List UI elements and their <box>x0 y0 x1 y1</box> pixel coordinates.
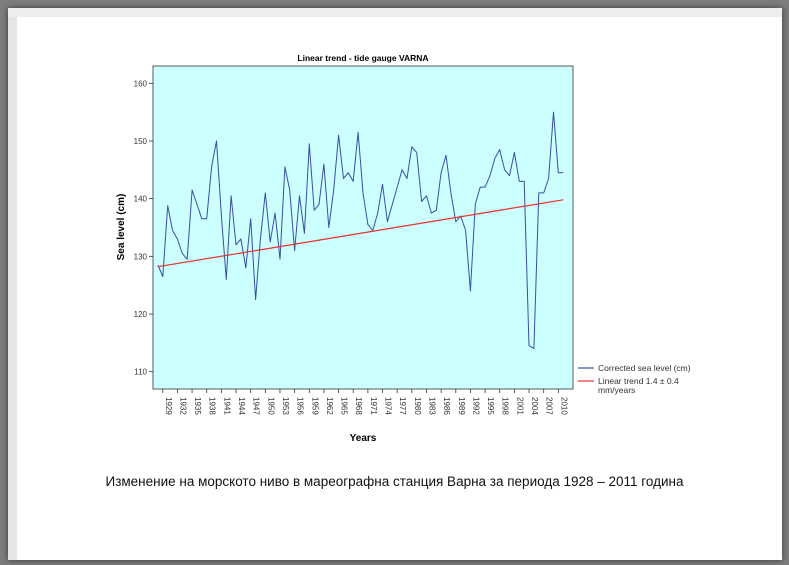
x-tick-label: 1944 <box>237 397 246 415</box>
series-layer <box>157 111 564 350</box>
x-tick-label: 1941 <box>222 397 231 415</box>
legend-label: Linear trend 1.4 ± 0.4 mm/years <box>598 376 679 395</box>
x-tick-label: 1932 <box>178 397 187 415</box>
legend: Corrected sea level (cm) Linear trend 1.4… <box>578 363 691 395</box>
y-axis-label: Sea level (cm) <box>116 194 127 261</box>
y-tick-label: 140 <box>134 195 148 204</box>
x-tick-label: 2004 <box>530 397 539 415</box>
chart-title: Linear trend - tide gauge VARNA <box>297 53 428 63</box>
x-tick-label: 1959 <box>310 397 319 415</box>
x-tick-label: 2010 <box>559 397 568 415</box>
y-tick-label: 120 <box>134 310 148 319</box>
sea-level-series-line <box>157 111 564 350</box>
x-tick-label: 1983 <box>427 397 436 415</box>
slide-left-bar <box>8 8 17 560</box>
x-tick-label: 1998 <box>501 397 510 415</box>
x-tick-label: 1995 <box>486 397 495 415</box>
x-tick-label: 2001 <box>515 397 524 415</box>
figure-caption: Изменение на морското ниво в мареографна… <box>105 474 684 489</box>
x-tick-label: 1929 <box>164 397 173 415</box>
x-axis: 1929 1932 1935 1938 1941 1944 1947 1950 1953 1956… <box>162 389 568 415</box>
y-tick-label: 160 <box>134 79 148 88</box>
x-tick-label: 1965 <box>340 397 349 415</box>
x-tick-label: 1953 <box>281 397 290 415</box>
x-axis-label: Years <box>350 433 377 444</box>
x-tick-label: 1950 <box>266 397 275 415</box>
trend-line <box>157 199 564 268</box>
x-tick-label: 1947 <box>252 397 261 415</box>
chart: Linear trend - tide gauge VARNA 110 120 13… <box>116 53 691 444</box>
x-tick-label: 1992 <box>471 397 480 415</box>
y-tick-label: 130 <box>134 252 148 261</box>
x-tick-label: 1956 <box>296 397 305 415</box>
slide-top-bar <box>8 8 782 17</box>
x-tick-label: 1935 <box>193 397 202 415</box>
x-tick-label: 1977 <box>398 397 407 415</box>
x-tick-label: 1974 <box>384 397 393 415</box>
plot-area <box>152 65 574 390</box>
x-tick-label: 1989 <box>457 397 466 415</box>
x-tick-label: 2007 <box>545 397 554 415</box>
y-tick-label: 150 <box>134 137 148 146</box>
y-tick-label: 110 <box>134 368 147 377</box>
x-tick-label: 1938 <box>208 397 217 415</box>
y-axis: 110 120 130 140 150 160 <box>134 79 153 377</box>
x-tick-label: 1971 <box>369 397 378 415</box>
x-tick-label: 1980 <box>413 397 422 415</box>
x-tick-label: 1962 <box>325 397 334 415</box>
x-tick-label: 1968 <box>354 397 363 415</box>
x-tick-label: 1986 <box>442 397 451 415</box>
legend-label: Corrected sea level (cm) <box>598 363 691 373</box>
